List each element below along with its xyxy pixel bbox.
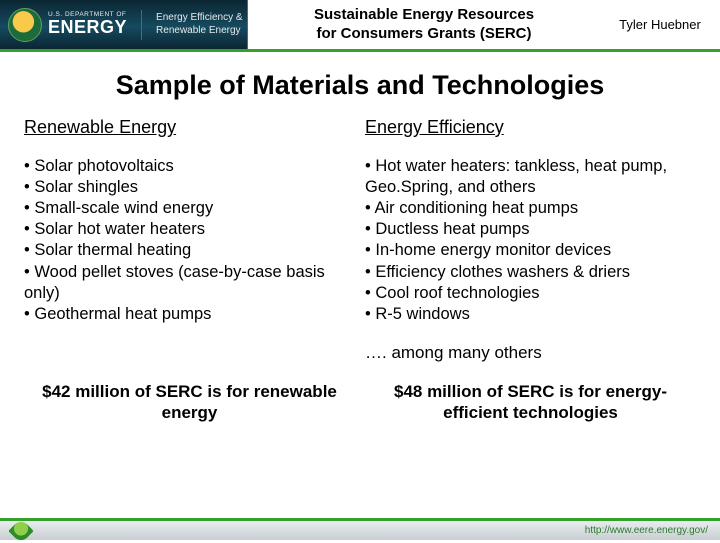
eere-line1: Energy Efficiency & [156,12,243,25]
right-bullets: Hot water heaters: tankless, heat pump, … [365,156,696,325]
doe-seal-icon [8,8,42,42]
right-column: Energy Efficiency Hot water heaters: tan… [365,117,696,363]
left-heading: Renewable Energy [24,117,355,138]
list-item: Solar hot water heaters [24,219,355,240]
program-title-line1: Sustainable Energy Resources [248,6,600,25]
footnote-row: $42 million of SERC is for renewable ene… [0,363,720,424]
eere-line2: Renewable Energy [156,25,243,38]
dept-line: U.S. DEPARTMENT OF [48,12,127,19]
left-footnote: $42 million of SERC is for renewable ene… [24,381,355,424]
program-title-line2: for Consumers Grants (SERC) [248,25,600,44]
list-item: Air conditioning heat pumps [365,198,696,219]
list-item: Solar shingles [24,177,355,198]
list-item: Efficiency clothes washers & driers [365,262,696,283]
doe-wordmark: U.S. DEPARTMENT OF ENERGY [48,12,127,38]
list-item: Solar photovoltaics [24,156,355,177]
list-item: Ductless heat pumps [365,219,696,240]
doe-logo-block: U.S. DEPARTMENT OF ENERGY Energy Efficie… [0,0,248,49]
energy-word: ENERGY [48,18,127,37]
list-item: Wood pellet stoves (case-by-case basis o… [24,262,355,304]
leaf-icon [8,518,33,543]
among-others: …. among many others [365,343,696,363]
slide-title: Sample of Materials and Technologies [0,70,720,101]
list-item: In-home energy monitor devices [365,240,696,261]
left-bullets: Solar photovoltaics Solar shingles Small… [24,156,355,325]
list-item: Small-scale wind energy [24,198,355,219]
program-title: Sustainable Energy Resources for Consume… [248,6,600,44]
list-item: Geothermal heat pumps [24,304,355,325]
left-column: Renewable Energy Solar photovoltaics Sol… [24,117,355,363]
content-columns: Renewable Energy Solar photovoltaics Sol… [0,117,720,363]
list-item: Hot water heaters: tankless, heat pump, … [365,156,696,198]
right-heading: Energy Efficiency [365,117,696,138]
vertical-divider [141,10,142,40]
list-item: Cool roof technologies [365,283,696,304]
list-item: Solar thermal heating [24,240,355,261]
footer-bar: http://www.eere.energy.gov/ [0,518,720,540]
author-name: Tyler Huebner [600,17,720,32]
header-bar: U.S. DEPARTMENT OF ENERGY Energy Efficie… [0,0,720,52]
list-item: R-5 windows [365,304,696,325]
footer-url: http://www.eere.energy.gov/ [585,525,708,536]
right-footnote: $48 million of SERC is for energy-effici… [365,381,696,424]
eere-label: Energy Efficiency & Renewable Energy [156,12,243,37]
